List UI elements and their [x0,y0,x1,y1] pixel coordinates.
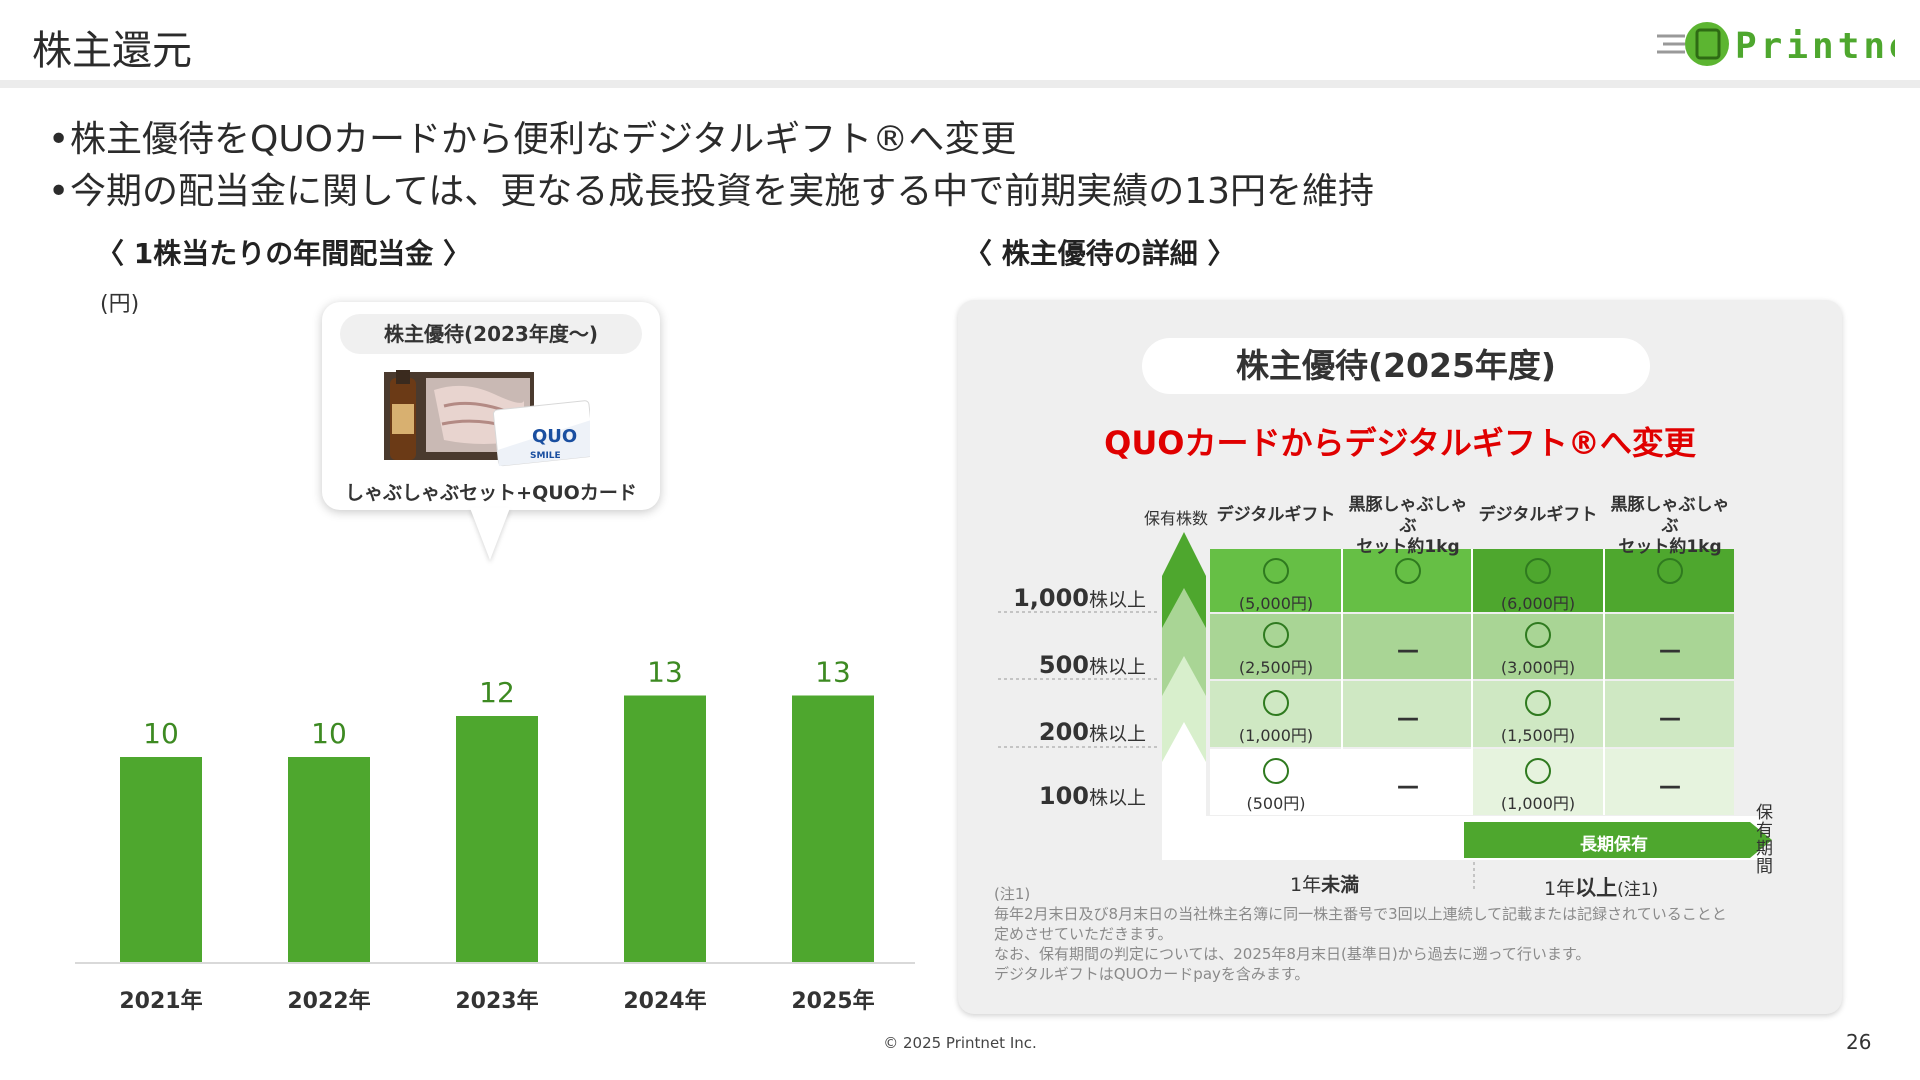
bullet-2: •今期の配当金に関しては、更なる成長投資を実施する中で前期実績の13円を維持 [48,171,1375,212]
category-label: 2025年 [791,988,874,1014]
category-label: 2024年 [623,988,706,1014]
bar-4 [792,695,874,962]
benefit-matrix-graphic [998,532,1772,890]
cell-500-digital-2: (3,000円) [1472,622,1604,678]
callout-pointer [470,508,510,560]
chart-unit-label: (円) [100,292,140,317]
cell-100-digital-2: (1,000円) [1472,758,1604,814]
row-label-100: 100株以上 [1038,782,1146,810]
period-under-one-year: 1年未満 [1290,874,1360,896]
circle-icon [1263,622,1289,648]
circle-icon [1525,558,1551,584]
cell-100-shabu-2: － [1656,774,1683,804]
benefit-panel-title: 株主優待(2025年度) [1142,338,1650,394]
corner-label: 保有株数 [1144,509,1209,528]
printnet-logo: Printnet [1655,18,1920,70]
circle-icon [1263,558,1289,584]
cell-100-shabu-1: － [1394,774,1421,804]
note-line: (注1) [994,885,1031,903]
bar-value-label: 13 [815,656,851,689]
row-label-1000: 1,000株以上 [1013,584,1146,612]
cell-1000-shabu-1 [1342,558,1474,588]
benefit-change-headline: QUOカードからデジタルギフト®へ変更 [1104,424,1696,462]
cell-200-shabu-1: － [1394,706,1421,736]
copyright: © 2025 Printnet Inc. [883,1034,1037,1052]
cell-500-shabu-2: － [1656,638,1683,668]
cell-100-digital-1: (500円) [1210,758,1342,814]
col-head-shabu-2: 黒豚しゃぶしゃぶ セット約1kg [1610,495,1730,557]
circle-icon [1525,758,1551,784]
shabu-shabu-and-quo-card-image: QUO SMILE [384,370,595,470]
bar-1 [288,757,370,962]
cell-500-shabu-1: － [1394,638,1421,668]
bullet-1: •株主優待をQUOカードから便利なデジタルギフト®へ変更 [48,119,1017,160]
header-bar [0,0,1920,80]
header-divider [0,80,1920,88]
circle-icon [1395,558,1421,584]
category-label: 2023年 [455,988,538,1014]
note-line: なお、保有期間の判定については、2025年8月末日(基準日)から過去に遡って行い… [994,945,1591,963]
bar-value-label: 13 [647,656,683,689]
cell-200-digital-1: (1,000円) [1210,690,1342,746]
cell-1000-digital-2: (6,000円) [1472,558,1604,614]
col-head-shabu-1: 黒豚しゃぶしゃぶ セット約1kg [1348,495,1468,557]
holding-period-axis-label: 保有期間 [1756,803,1773,877]
long-hold-label: 長期保有 [1580,835,1648,855]
cell-200-digital-2: (1,500円) [1472,690,1604,746]
period-one-year-plus: 1年以上(注1) [1544,876,1659,900]
col-head-digital-gift-1: デジタルギフト [1216,505,1336,525]
callout-caption: しゃぶしゃぶセット+QUOカード [345,482,637,504]
bar-value-label: 12 [479,676,515,709]
bar-0 [120,757,202,962]
circle-icon [1525,622,1551,648]
circle-icon [1263,758,1289,784]
note-line: 定めさせていただきます。 [994,925,1173,943]
category-label: 2022年 [287,988,370,1014]
note-line: 毎年2月末日及び8月末日の当社株主名簿に同一株主番号で3回以上連続して記載または… [994,905,1727,923]
footnotes: (注1) 毎年2月末日及び8月末日の当社株主名簿に同一株主番号で3回以上連続して… [994,884,1727,984]
cell-1000-digital-1: (5,000円) [1210,558,1342,614]
bar-value-label: 10 [311,717,347,750]
circle-icon [1263,690,1289,716]
cell-1000-shabu-2 [1604,558,1736,588]
page-number: 26 [1846,1030,1872,1054]
bar-3 [624,695,706,962]
svg-text:SMILE: SMILE [530,451,561,461]
svg-text:Printnet: Printnet [1735,26,1895,67]
bar-2 [456,716,538,962]
callout-title: 株主優待(2023年度～) [340,314,642,354]
bar-value-label: 10 [143,717,179,750]
dividend-bar-chart: 10 2021年 10 2022年 12 2023年 13 2024年 13 2025年 [75,656,915,1014]
row-label-500: 500株以上 [1038,651,1146,679]
dividend-section-title: 〈 1株当たりの年間配当金 〉 [96,237,471,270]
row-label-200: 200株以上 [1038,718,1146,746]
note-line: デジタルギフトはQUOカードpayを含みます。 [994,965,1310,983]
cell-500-digital-1: (2,500円) [1210,622,1342,678]
svg-text:QUO: QUO [532,426,577,447]
category-label: 2021年 [119,988,202,1014]
circle-icon [1657,558,1683,584]
benefit-section-title: 〈 株主優待の詳細 〉 [964,237,1236,270]
page-title: 株主還元 [32,28,192,74]
cell-200-shabu-2: － [1656,706,1683,736]
circle-icon [1525,690,1551,716]
callout-box: 株主優待(2023年度～) QUO SMILE しゃぶしゃぶセット+QUOカード [322,302,660,510]
col-head-digital-gift-2: デジタルギフト [1478,505,1598,525]
